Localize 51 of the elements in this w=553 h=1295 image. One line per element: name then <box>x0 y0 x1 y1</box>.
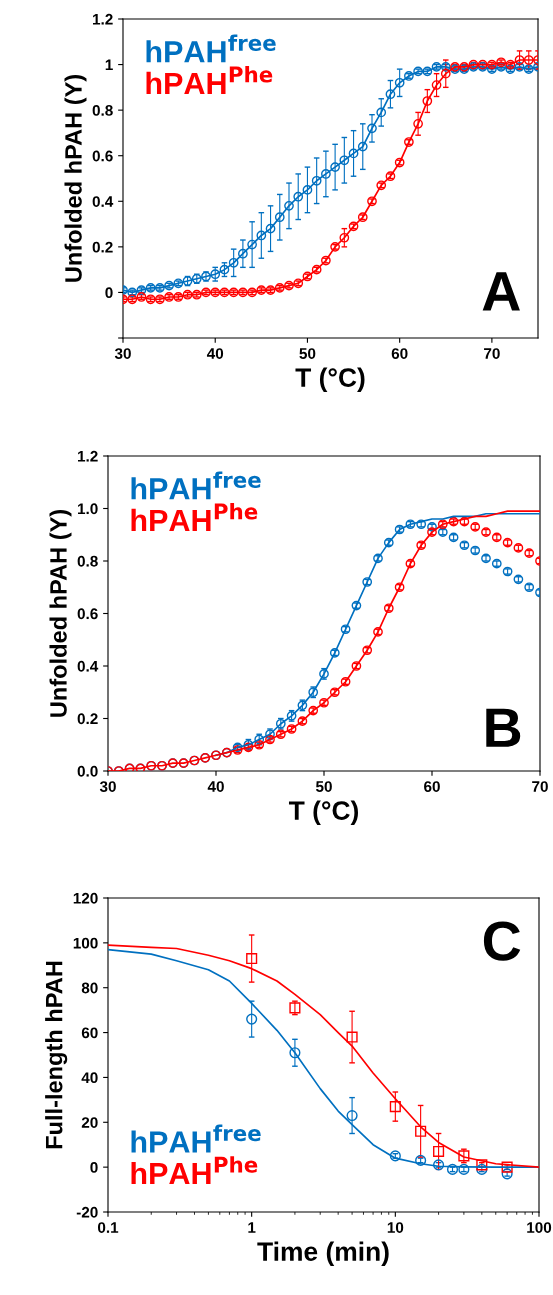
x-tick-label: 50 <box>315 781 332 792</box>
y-tick-label: 0.2 <box>77 713 98 725</box>
x-axis-title: Time (min) <box>257 1241 389 1267</box>
x-tick-label: 50 <box>299 348 316 359</box>
x-tick-label: 30 <box>99 781 116 792</box>
x-tick-label: 60 <box>391 348 408 359</box>
y-tick-label: 1.2 <box>78 450 98 462</box>
x-tick-label: 1 <box>248 1222 256 1233</box>
y-tick-label: 0.8 <box>92 105 113 116</box>
y-axis-title: Full-length hPAH <box>45 961 68 1149</box>
y-tick-label: 60 <box>81 1027 98 1039</box>
y-tick-label: 0.6 <box>92 150 113 162</box>
x-tick-label: 40 <box>207 781 224 792</box>
y-tick-label: 1 <box>105 59 113 71</box>
annotation: C <box>483 921 521 961</box>
text: hPAH$^{free}$ <box>131 1124 261 1153</box>
y-tick-label: 0.4 <box>77 660 99 672</box>
annotation: A <box>482 272 520 311</box>
text: hPAH$^{Phe}$ <box>131 1156 258 1185</box>
y-tick-label: 0.0 <box>77 765 98 777</box>
text: hPAH$^{free}$ <box>131 471 261 500</box>
y-axis-title: Unfolded hPAH (Y) <box>49 509 72 717</box>
text: hPAH$^{free}$ <box>146 34 276 63</box>
y-tick-label: 40 <box>81 1072 98 1084</box>
y-tick-label: 80 <box>81 982 98 994</box>
x-tick-label: 10 <box>387 1222 404 1233</box>
y-tick-label: 0.4 <box>92 196 114 207</box>
x-tick-label: 0.1 <box>97 1222 119 1233</box>
y-tick-label: -20 <box>76 1206 98 1218</box>
y-axis-title: Unfolded hPAH (Y) <box>64 74 87 282</box>
y-tick-label: 0 <box>105 287 113 299</box>
y-tick-label: 100 <box>73 937 98 949</box>
y-tick-label: 120 <box>73 892 98 904</box>
y-tick-label: 1.2 <box>93 13 113 25</box>
x-tick-label: 70 <box>532 781 548 792</box>
y-tick-label: 20 <box>81 1117 98 1128</box>
y-tick-label: 0.6 <box>77 608 98 620</box>
text: hPAH$^{Phe}$ <box>146 65 273 94</box>
annotation: B <box>486 708 521 747</box>
x-tick-label: 60 <box>424 781 440 792</box>
x-tick-label: 40 <box>206 348 224 359</box>
x-axis-title: T (°C) <box>288 800 359 826</box>
x-tick-label: 100 <box>527 1222 552 1233</box>
y-tick-label: 0.8 <box>77 555 98 567</box>
y-tick-label: 0.2 <box>92 241 113 253</box>
x-tick-label: 70 <box>484 348 500 359</box>
y-tick-label: 1.0 <box>78 503 98 515</box>
x-tick-label: 30 <box>114 348 131 359</box>
y-tick-label: 0 <box>90 1162 98 1173</box>
text: hPAH$^{Phe}$ <box>131 502 258 531</box>
x-axis-title: T (°C) <box>295 367 365 393</box>
